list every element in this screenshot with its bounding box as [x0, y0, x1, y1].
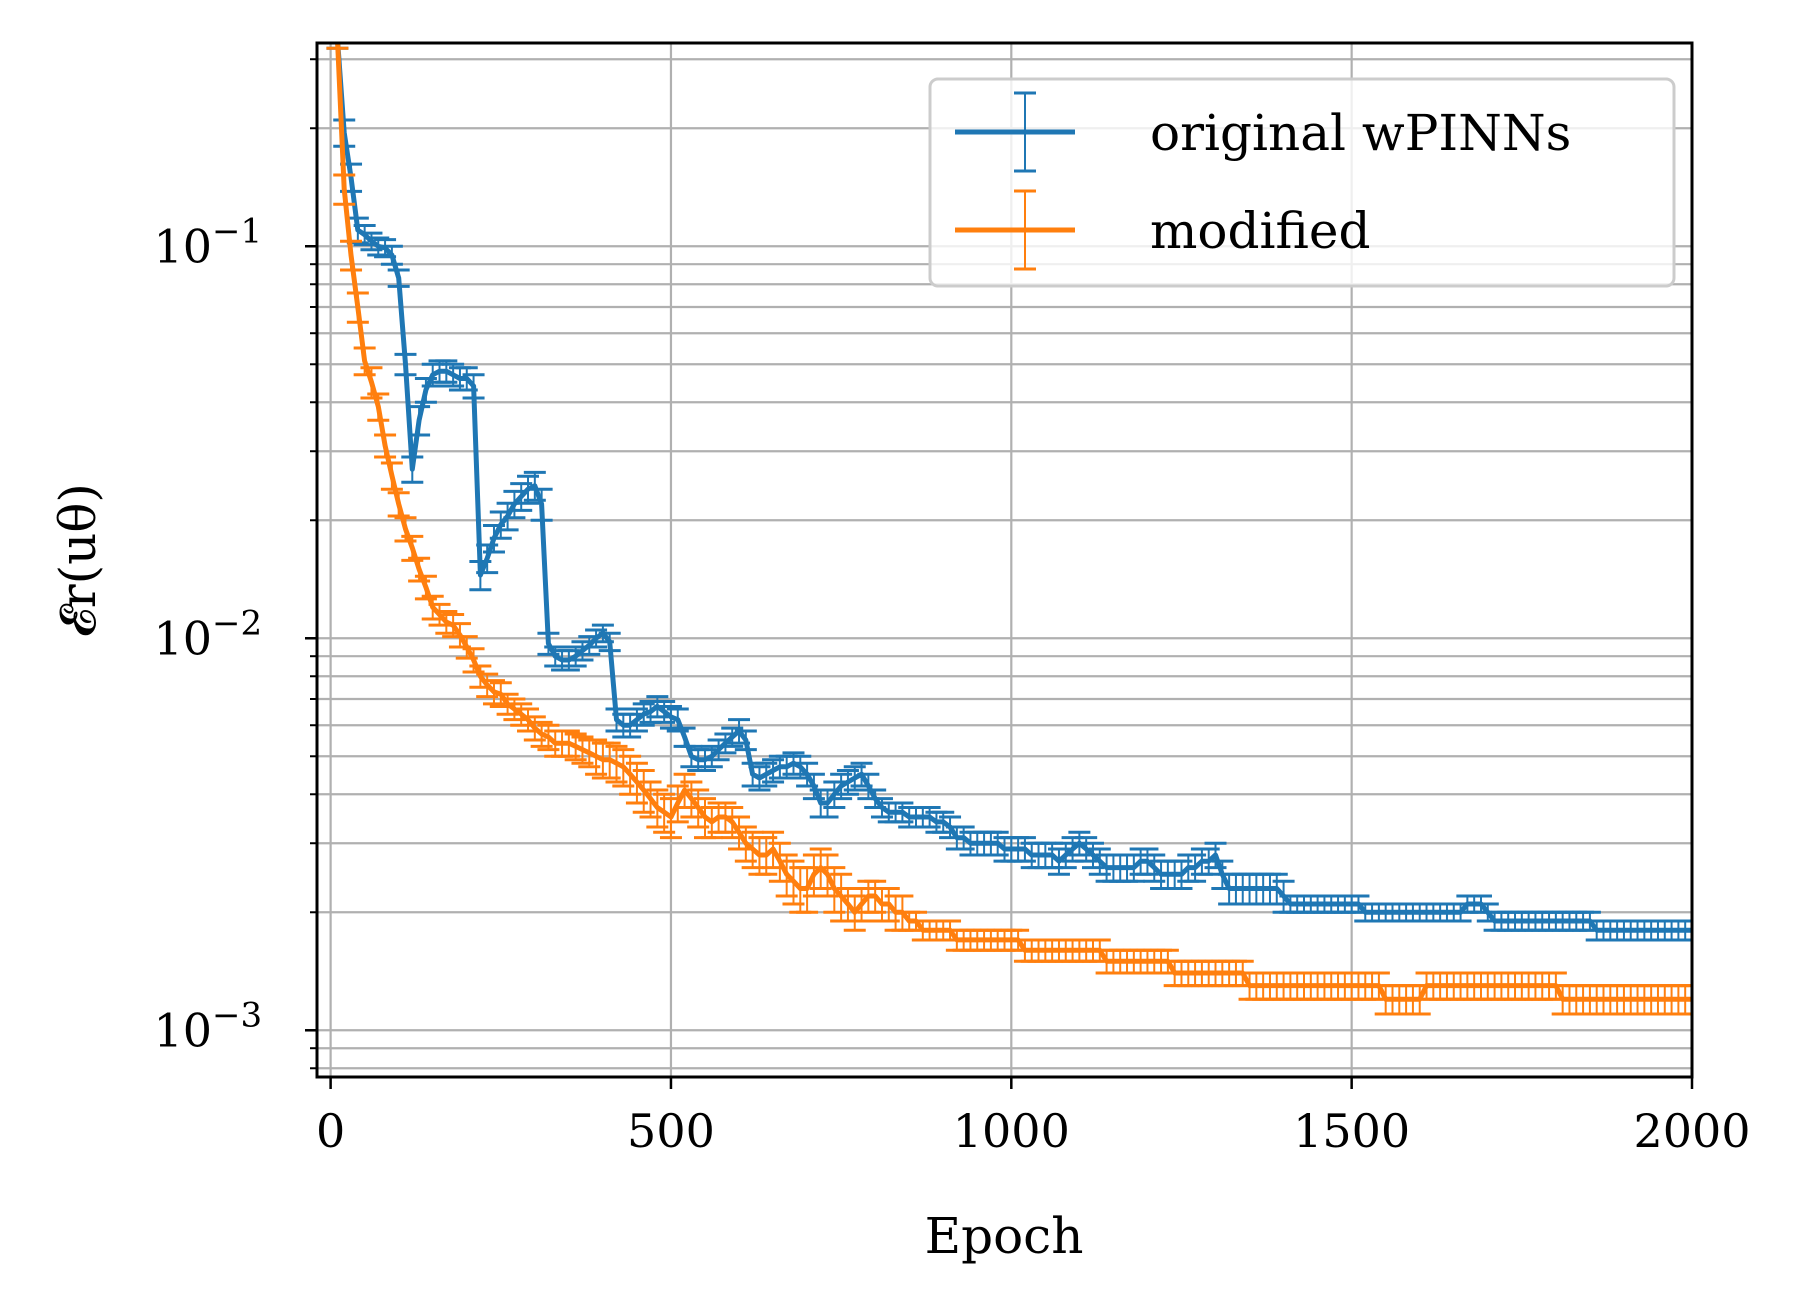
legend-label-original: original wPINNs	[1150, 104, 1571, 162]
legend-entry-modified: modified	[955, 189, 1370, 271]
y-tick-exponent: −1	[212, 211, 262, 251]
y-tick-exponent: −2	[212, 603, 262, 643]
x-tick-label: 1000	[953, 1104, 1070, 1158]
x-axis-label: Epoch	[925, 1207, 1084, 1265]
x-tick-label: 2000	[1633, 1104, 1750, 1158]
series-line-modified	[335, 43, 1692, 1002]
y-tick-exponent: −3	[212, 995, 262, 1035]
series-original	[326, 43, 1692, 942]
x-tick-label: 1500	[1293, 1104, 1410, 1158]
x-tick-label: 0	[316, 1104, 345, 1158]
legend-label-modified: modified	[1150, 202, 1370, 260]
y-tick-label: 10	[153, 1003, 212, 1057]
plot-frame	[315, 41, 1694, 1079]
series-layer	[326, 43, 1692, 1016]
series-modified	[326, 43, 1692, 1016]
legend-entry-original: original wPINNs	[955, 91, 1571, 173]
y-tick-label: 10	[153, 611, 212, 665]
legend: original wPINNs modified	[928, 77, 1676, 288]
y-tick-label: 10	[153, 219, 212, 273]
series-line-original	[335, 43, 1692, 933]
legend-frame	[928, 77, 1676, 288]
y-axis-label: 𝓔r(uθ)	[49, 483, 107, 637]
x-tick-label: 500	[627, 1104, 715, 1158]
